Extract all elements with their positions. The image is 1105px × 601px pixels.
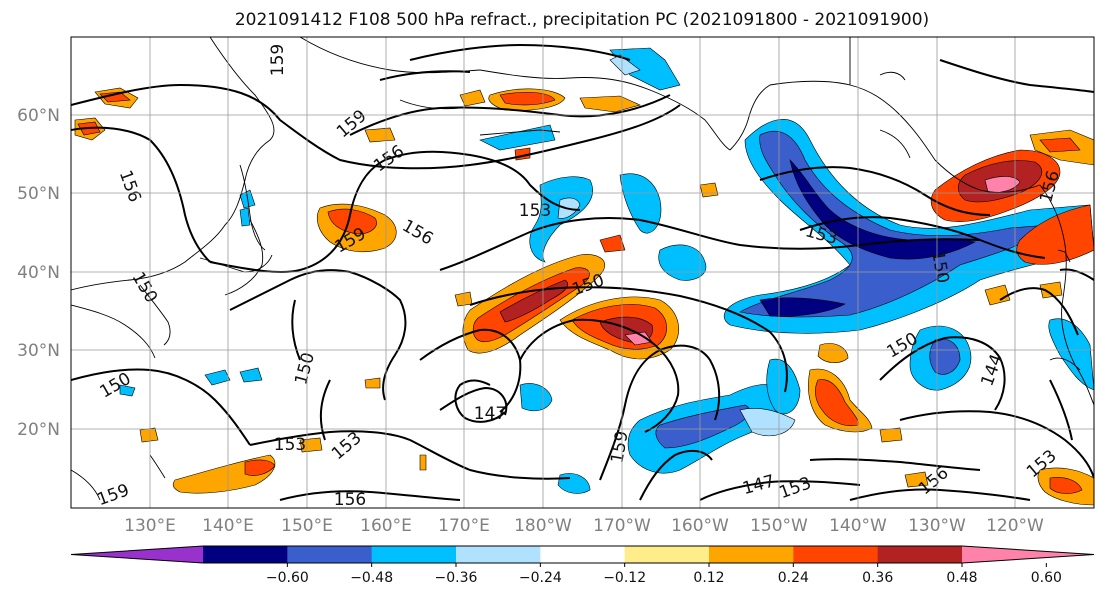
colorbar-tick-label: 0.60 — [1031, 570, 1062, 586]
lon-label: 170°W — [593, 516, 651, 536]
colorbar-tick-label: 0.36 — [862, 570, 893, 586]
lon-label: 150°W — [750, 516, 808, 536]
latitude-labels: 60°N 50°N 40°N 30°N 20°N — [17, 106, 60, 440]
lon-label: 170°E — [438, 516, 490, 536]
lon-label: 130°E — [124, 516, 176, 536]
map-frame — [70, 36, 1095, 509]
lat-label: 30°N — [17, 341, 60, 361]
lon-label: 140°E — [202, 516, 254, 536]
colorbar-tick-label: 0.24 — [778, 570, 809, 586]
colorbar-tick-label: −0.48 — [350, 570, 393, 586]
colorbar-swatch — [287, 546, 373, 563]
lon-label: 150°E — [281, 516, 333, 536]
colorbar-tick-label: −0.24 — [519, 570, 562, 586]
height-contours — [71, 43, 1094, 501]
colorbar-tick-label: −0.60 — [266, 570, 309, 586]
map-title: 2021091412 F108 500 hPa refract., precip… — [235, 10, 929, 30]
contour-label: 153 — [519, 201, 551, 221]
lon-label: 180°W — [514, 516, 572, 536]
colorbar-tick-label: 0.12 — [693, 570, 724, 586]
lat-label: 50°N — [17, 184, 60, 204]
longitude-labels: 130°E 140°E 150°E 160°E 170°E 180°W 170°… — [124, 516, 1044, 536]
map-panel: 159 159 156 156 156 153 153 159 150 150 … — [71, 37, 1094, 510]
contour-label: 159 — [268, 44, 288, 76]
colorbar: −0.60 −0.48 −0.36 −0.24 −0.12 0.12 0.24 0.36 0.4… — [70, 545, 1095, 586]
lon-label: 130°W — [908, 516, 966, 536]
negative-shading — [119, 47, 1094, 494]
lat-label: 40°N — [17, 263, 60, 283]
contour-label: 156 — [334, 490, 366, 510]
contour-label: 147 — [474, 404, 506, 424]
lat-label: 60°N — [17, 106, 60, 126]
positive-shading — [74, 87, 1094, 506]
colorbar-swatch — [793, 546, 879, 563]
colorbar-extend-min — [71, 546, 203, 563]
colorbar-swatch — [540, 546, 626, 563]
colorbar-swatch — [371, 546, 457, 563]
lon-label: 160°W — [671, 516, 729, 536]
colorbar-swatch — [709, 546, 794, 563]
colorbar-tick-label: −0.36 — [435, 570, 478, 586]
contour-label: 153 — [274, 435, 306, 455]
lon-label: 160°E — [360, 516, 412, 536]
colorbar-swatch — [456, 546, 541, 563]
lat-label: 20°N — [17, 420, 60, 440]
colorbar-swatch — [877, 546, 963, 563]
colorbar-swatch — [203, 546, 288, 563]
graticule — [71, 37, 1094, 508]
lon-label: 140°W — [829, 516, 887, 536]
colorbar-tick-label: −0.12 — [603, 570, 646, 586]
lon-label: 120°W — [986, 516, 1044, 536]
colorbar-extend-max — [962, 546, 1094, 563]
colorbar-tick-label: 0.48 — [946, 570, 977, 586]
colorbar-swatch — [624, 546, 710, 563]
colorbar-outline — [70, 545, 1095, 564]
